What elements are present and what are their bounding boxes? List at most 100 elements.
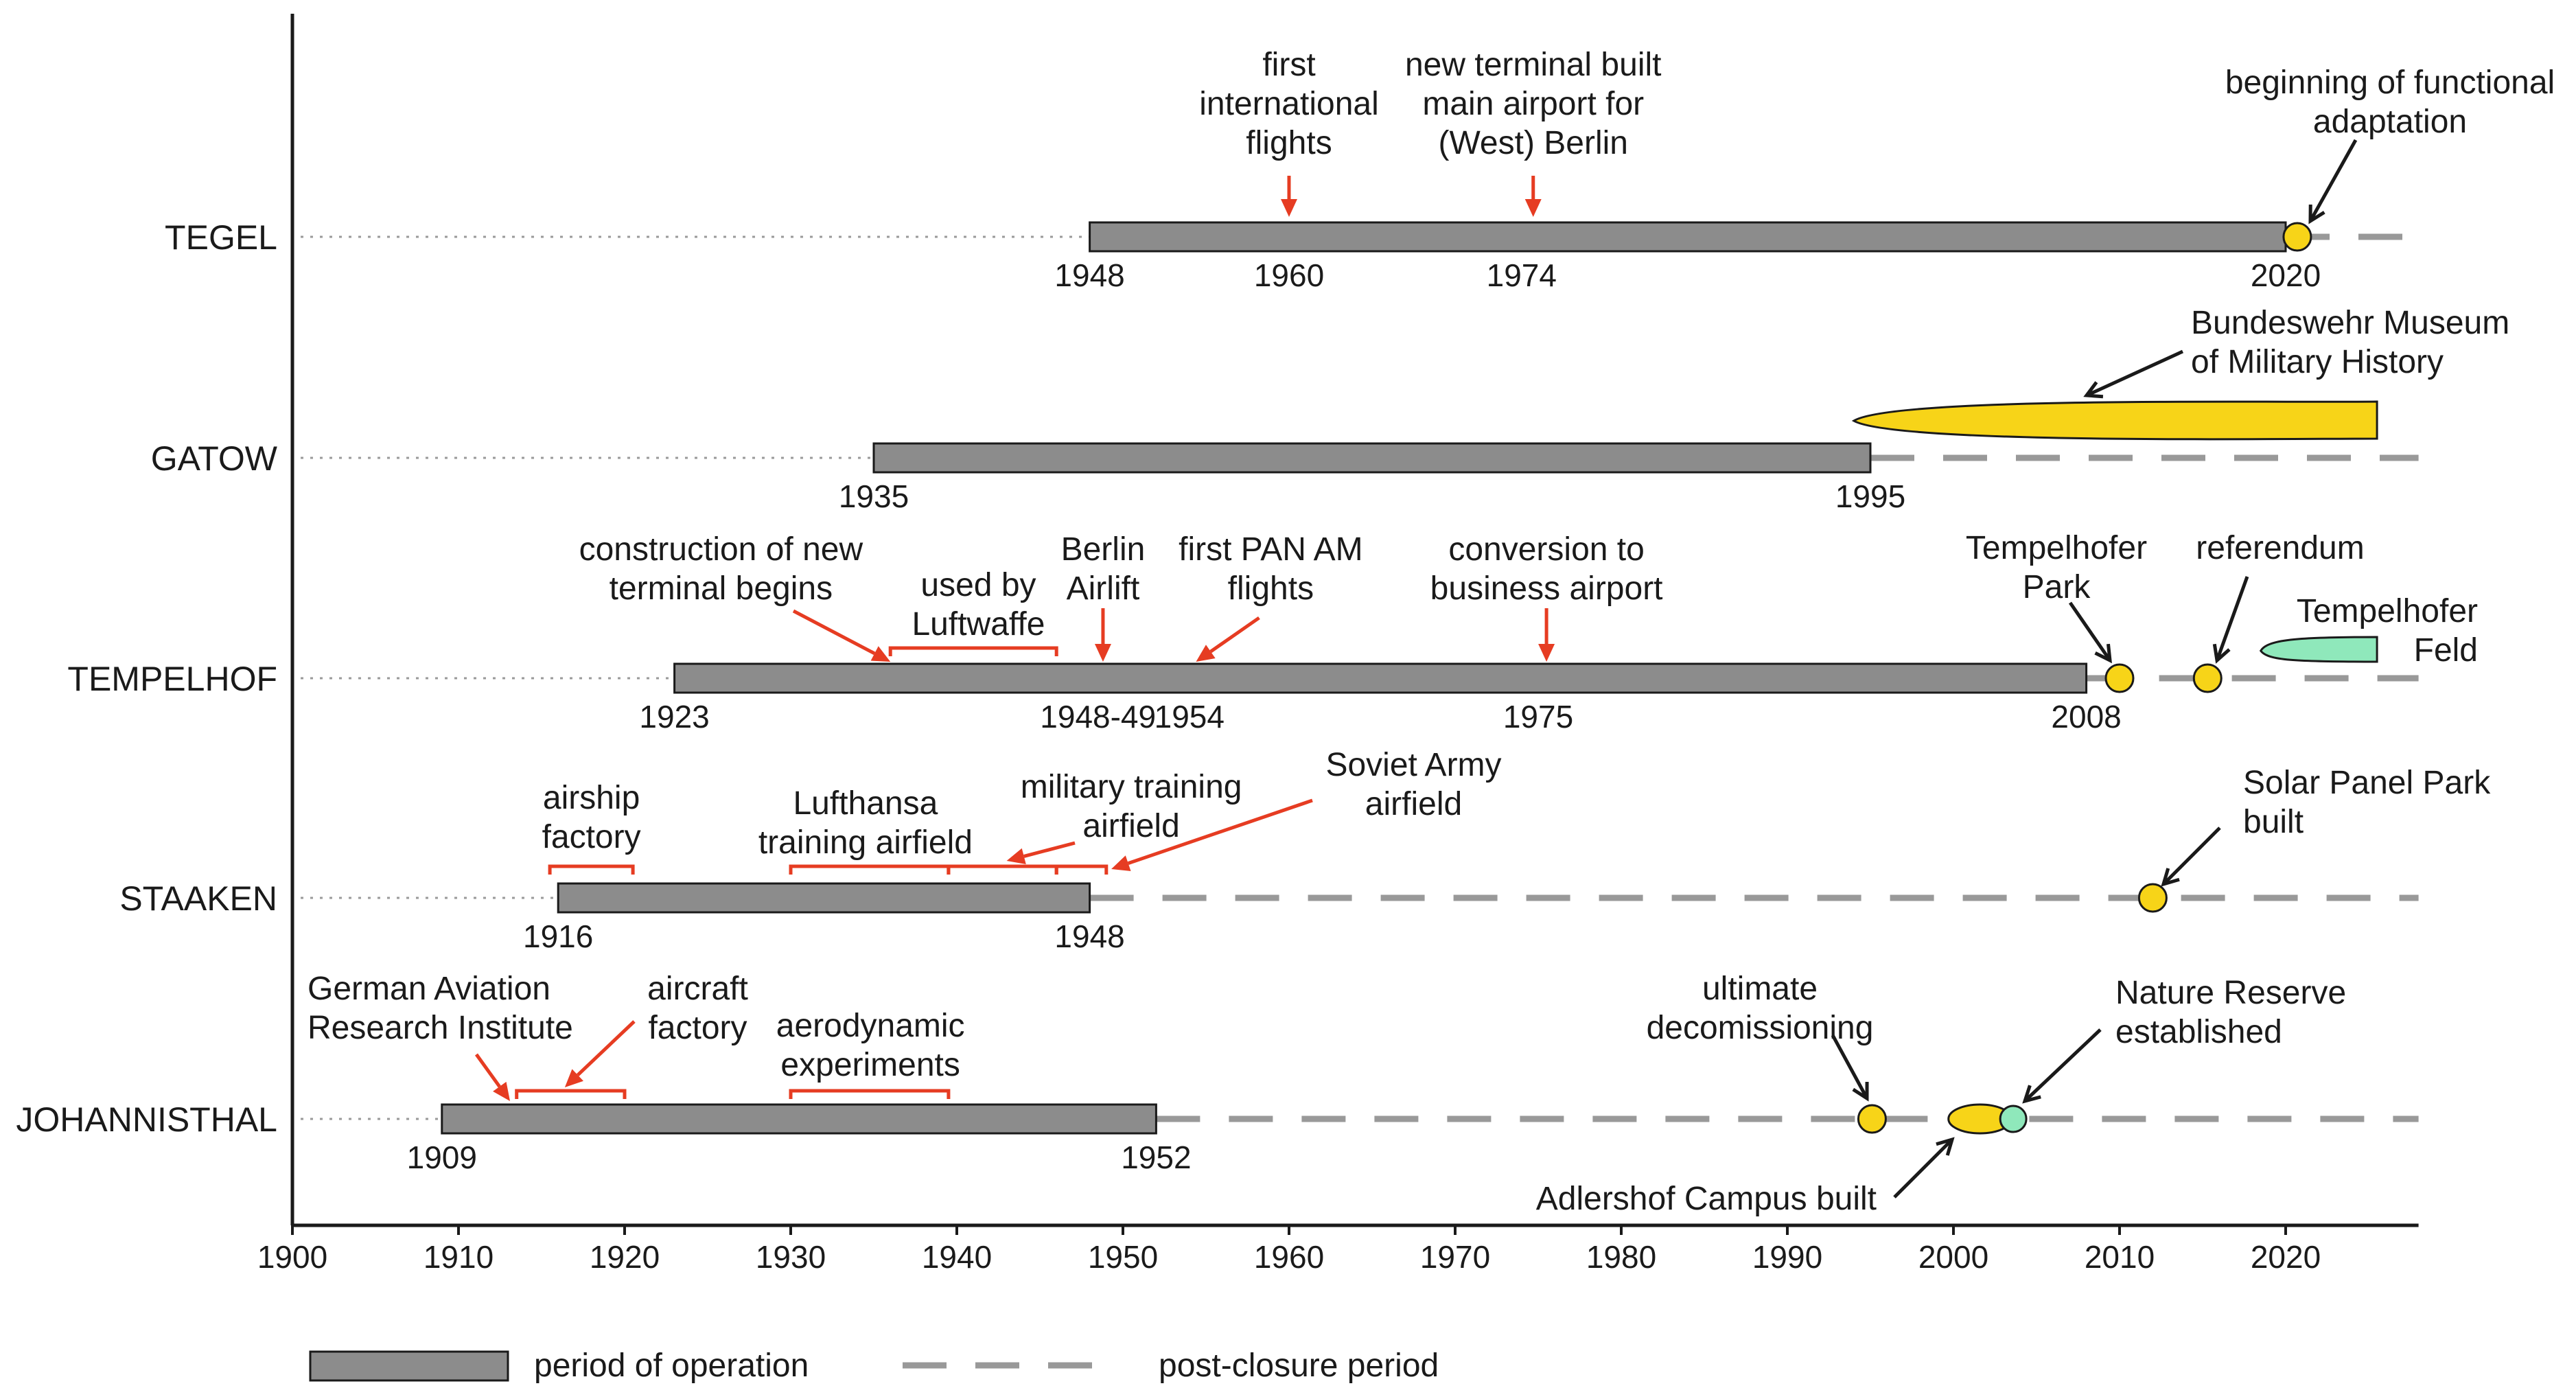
tempelhof-bracket-luftwaffe [888, 646, 1058, 656]
tempelhof-event-airlift-line-1: Berlin [1061, 531, 1146, 568]
staaken-year-label-1948: 1948 [1054, 918, 1124, 954]
johannisthal-bracket-aircraft [515, 1089, 627, 1099]
tegel-row-label: TEGEL [165, 218, 277, 257]
tempelhof-bracket-luftwaffe-label-line-1: used by [920, 567, 1036, 603]
x-tick-label-1900: 1900 [257, 1239, 327, 1275]
johannisthal-row-label: JOHANNISTHAL [16, 1100, 277, 1139]
x-tick-label-1980: 1980 [1586, 1239, 1656, 1275]
tegel-arrow-adaptation-shaft [2308, 139, 2358, 222]
tempelhof-referendum-marker [2192, 663, 2223, 693]
staaken-bracket-airship-label-line-2: factory [542, 819, 641, 855]
staaken-arrow-soviet-shaft [1127, 798, 1313, 865]
tempelhof-arrow-conversion-head [1538, 644, 1555, 662]
tempelhof-bracket-luftwaffe-label-line-2: Luftwaffe [912, 606, 1045, 643]
gatow-operation-bar [872, 442, 1872, 474]
tempelhof-year-label-1975: 1975 [1503, 699, 1573, 735]
tegel-event-first-intl-line-3: flights [1246, 125, 1332, 161]
johannisthal-note-adlershof-line-1: Adlershof Campus built [1536, 1181, 1877, 1217]
tegel-event-new-terminal-line-3: (West) Berlin [1438, 125, 1628, 161]
staaken-bracket-military [947, 864, 1058, 875]
staaken-bracket-airship [548, 864, 635, 875]
johannisthal-bracket-aerodynamic [789, 1089, 951, 1099]
x-axis: 1900 1910 1920 1930 1940 1950 1960 1970 1980 1990… [257, 14, 2419, 1275]
johannisthal-arrow-nature-shaft [2023, 1028, 2102, 1102]
tempelhof-arrow-panam-shaft [1209, 616, 1260, 654]
johannisthal-note-decommission-line-2: decomissioning [1647, 1010, 1874, 1046]
tempelhof-arrow-airlift-head [1094, 644, 1111, 662]
legend-operation-label: period of operation [534, 1348, 809, 1384]
gatow-arrow-museum-shaft [2085, 349, 2184, 397]
legend-post-closure-label: post-closure period [1159, 1348, 1439, 1384]
johannisthal-nature-marker [1999, 1105, 2028, 1133]
johannisthal-year-label-1952: 1952 [1121, 1140, 1191, 1175]
tempelhof-event-construction-line-1: construction of new [579, 531, 863, 568]
staaken-event-soviet-line-1: Soviet Army [1325, 747, 1501, 783]
staaken-bracket-soviet [1054, 864, 1109, 875]
tempelhof-note-feld-line-2: Feld [2414, 632, 2478, 669]
tegel-year-label-1948: 1948 [1054, 257, 1124, 293]
x-tick-label-2010: 2010 [2085, 1239, 2155, 1275]
tempelhof-event-panam-line-1: first PAN AM [1179, 531, 1362, 568]
tempelhof-arrow-panam-head [1196, 645, 1216, 662]
tempelhof-arrow-referendum-head [2212, 643, 2231, 664]
lead-lines-layer [301, 235, 1090, 1120]
tegel-year-label-2020: 2020 [2251, 257, 2321, 293]
johannisthal-note-decommission-line-1: ultimate [1702, 971, 1818, 1007]
johannisthal-arrow-decommission-shaft [1831, 1034, 1869, 1100]
johannisthal-arrow-aircraft-shaft [577, 1020, 636, 1076]
tempelhof-park-marker [2104, 663, 2135, 693]
johannisthal-arrow-decommission-head [1852, 1081, 1869, 1102]
johannisthal-note-nature-line-2: established [2115, 1014, 2282, 1050]
tempelhof-operation-bar [673, 662, 2088, 694]
staaken-arrow-soviet-head [1111, 855, 1131, 871]
tempelhof-arrow-park-shaft [2068, 601, 2112, 662]
x-tick-label-1930: 1930 [756, 1239, 826, 1275]
gatow-year-label-1935: 1935 [839, 478, 909, 514]
tempelhof-note-park-line-1: Tempelhofer [1966, 530, 2147, 566]
johannisthal-note-nature-line-1: Nature Reserve [2115, 975, 2346, 1011]
x-tick-label-1910: 1910 [423, 1239, 494, 1275]
staaken-row-label: STAAKEN [119, 879, 277, 918]
staaken-operation-bar [557, 882, 1091, 914]
tempelhof-arrow-referendum-shaft [2215, 576, 2249, 661]
x-tick-label-1940: 1940 [922, 1239, 992, 1275]
staaken-arrow-solar-head [2161, 868, 2180, 887]
tegel-year-label-1960: 1960 [1254, 257, 1324, 293]
gatow-note-museum-line-2: of Military History [2191, 344, 2444, 380]
johannisthal-bracket-aerodynamic-label-line-1: aerodynamic [776, 1008, 965, 1044]
tegel-event-first-intl-line-2: international [1199, 86, 1379, 122]
johannisthal-arrow-adlershof-head [1936, 1137, 1955, 1156]
johannisthal-arrow-research-head [493, 1081, 511, 1101]
tegel-arrow-adaptation-head [2308, 204, 2325, 224]
staaken-bracket-lufthansa-label-line-1: Lufthansa [793, 785, 938, 822]
staaken-note-solar-line-2: built [2243, 804, 2304, 840]
tegel-note-adaptation-line-2: adaptation [2313, 104, 2467, 140]
tempelhof-year-label-2008: 2008 [2051, 699, 2121, 735]
tempelhof-feld-band [2259, 636, 2378, 663]
operation-bars-layer [441, 221, 2287, 1135]
staaken-bracket-military-label-line-1: military training [1021, 769, 1242, 805]
gatow-row-label: GATOW [151, 439, 278, 478]
johannisthal-arrow-aircraft-head [564, 1069, 583, 1087]
tegel-event-first-intl-line-1: first [1262, 47, 1315, 83]
tempelhof-event-panam-line-2: flights [1228, 570, 1314, 607]
tegel-operation-bar [1089, 221, 2287, 253]
tegel-arrow-1960-head [1281, 199, 1297, 217]
johannisthal-arrow-adlershof-shaft [1893, 1138, 1953, 1199]
johannisthal-bracket-aerodynamic-label-line-2: experiments [780, 1047, 960, 1083]
staaken-bracket-lufthansa [789, 864, 951, 875]
tegel-adaptation-marker [2282, 222, 2312, 252]
tempelhof-event-conversion-line-1: conversion to [1448, 531, 1645, 568]
staaken-event-soviet-line-2: airfield [1365, 786, 1462, 822]
legend-operation-swatch [309, 1350, 509, 1382]
tempelhof-event-airlift-line-2: Airlift [1067, 570, 1140, 607]
x-tick-label-1960: 1960 [1254, 1239, 1324, 1275]
tempelhof-arrow-construction-head [870, 646, 891, 662]
x-tick-label-1950: 1950 [1088, 1239, 1158, 1275]
staaken-year-label-1916: 1916 [523, 918, 593, 954]
staaken-bracket-military-label-line-2: airfield [1082, 808, 1179, 844]
johannisthal-bracket-aircraft-label-line-2: factory [648, 1010, 747, 1046]
x-tick-label-1990: 1990 [1752, 1239, 1822, 1275]
